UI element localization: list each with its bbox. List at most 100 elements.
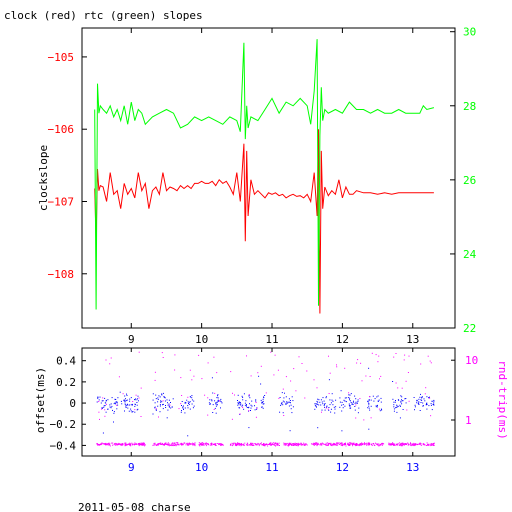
roundtrip-point [321, 411, 322, 413]
roundtrip-point [332, 443, 334, 445]
roundtrip-point [353, 443, 355, 445]
roundtrip-point [215, 443, 217, 445]
roundtrip-point [194, 442, 196, 444]
roundtrip-point [256, 444, 258, 446]
offset-point [258, 375, 260, 377]
y-tick-label: 0.4 [56, 355, 76, 368]
roundtrip-point [334, 444, 336, 446]
roundtrip-point [375, 354, 377, 356]
offset-point [103, 405, 105, 407]
roundtrip-point [367, 443, 369, 445]
roundtrip-point [286, 443, 288, 445]
roundtrip-point [249, 444, 251, 446]
roundtrip-point [347, 442, 349, 444]
y2-tick-label: 22 [463, 322, 476, 335]
offset-point [421, 399, 423, 401]
offset-point [168, 399, 170, 401]
roundtrip-point [274, 354, 276, 356]
roundtrip-point [220, 443, 222, 445]
offset-point [137, 400, 139, 402]
offset-point [420, 402, 422, 403]
offset-point [344, 400, 346, 402]
offset-point [349, 399, 350, 401]
offset-point [111, 397, 113, 399]
offset-point [242, 404, 244, 406]
roundtrip-point [433, 444, 434, 446]
offset-point [126, 393, 127, 395]
roundtrip-point [107, 443, 109, 445]
roundtrip-point [353, 442, 355, 444]
roundtrip-point [258, 445, 260, 447]
roundtrip-point [154, 444, 156, 445]
roundtrip-point [220, 444, 222, 446]
offset-point [395, 407, 397, 409]
offset-point [357, 412, 359, 414]
roundtrip-point [230, 443, 231, 445]
roundtrip-point [134, 443, 136, 445]
roundtrip-point [98, 444, 100, 446]
offset-point [101, 400, 103, 402]
offset-point [104, 402, 106, 404]
roundtrip-point [192, 444, 194, 445]
roundtrip-point [167, 442, 169, 444]
offset-point [396, 407, 398, 408]
roundtrip-point [140, 416, 142, 417]
offset-point [261, 402, 263, 404]
roundtrip-point [303, 442, 305, 444]
offset-point [334, 412, 336, 414]
offset-point [349, 407, 351, 409]
roundtrip-point [360, 445, 362, 446]
roundtrip-point [211, 444, 213, 446]
offset-point [261, 406, 263, 408]
roundtrip-point [293, 444, 295, 446]
roundtrip-point [246, 444, 248, 446]
offset-point [291, 412, 293, 414]
roundtrip-point [144, 445, 145, 447]
offset-point [250, 407, 252, 409]
roundtrip-point [139, 443, 141, 445]
offset-point [418, 404, 420, 405]
offset-point [237, 404, 239, 406]
roundtrip-point [193, 443, 195, 445]
roundtrip-point [348, 392, 350, 394]
roundtrip-point [372, 443, 374, 445]
roundtrip-point [341, 442, 342, 444]
roundtrip-point [103, 443, 105, 445]
roundtrip-point [332, 444, 334, 446]
offset-point [189, 396, 191, 398]
roundtrip-point [101, 443, 103, 445]
roundtrip-point [161, 352, 163, 354]
offset-point [393, 408, 395, 410]
offset-point [237, 394, 239, 396]
offset-point [368, 403, 370, 405]
roundtrip-point [351, 443, 353, 445]
roundtrip-point [235, 444, 237, 446]
offset-point [181, 405, 182, 406]
offset-point [417, 403, 419, 405]
roundtrip-point [391, 443, 393, 445]
roundtrip-point [240, 443, 242, 445]
roundtrip-point [270, 442, 271, 444]
offset-point [241, 395, 243, 397]
roundtrip-point [112, 444, 114, 446]
roundtrip-point [201, 443, 203, 445]
offset-point [341, 430, 343, 432]
roundtrip-point [98, 401, 100, 402]
offset-point [418, 402, 420, 404]
roundtrip-point [397, 443, 399, 445]
roundtrip-point [118, 443, 120, 445]
roundtrip-point [380, 375, 382, 377]
roundtrip-point [295, 443, 297, 445]
offset-point [113, 403, 115, 405]
roundtrip-point [278, 397, 280, 399]
offset-point [96, 401, 98, 403]
offset-point [368, 399, 370, 401]
offset-point [405, 398, 407, 399]
roundtrip-point [289, 444, 291, 446]
roundtrip-point [399, 445, 401, 446]
offset-point [375, 405, 377, 407]
roundtrip-point [162, 357, 164, 358]
offset-point [111, 405, 113, 407]
offset-point [433, 402, 435, 404]
offset-point [130, 408, 132, 410]
